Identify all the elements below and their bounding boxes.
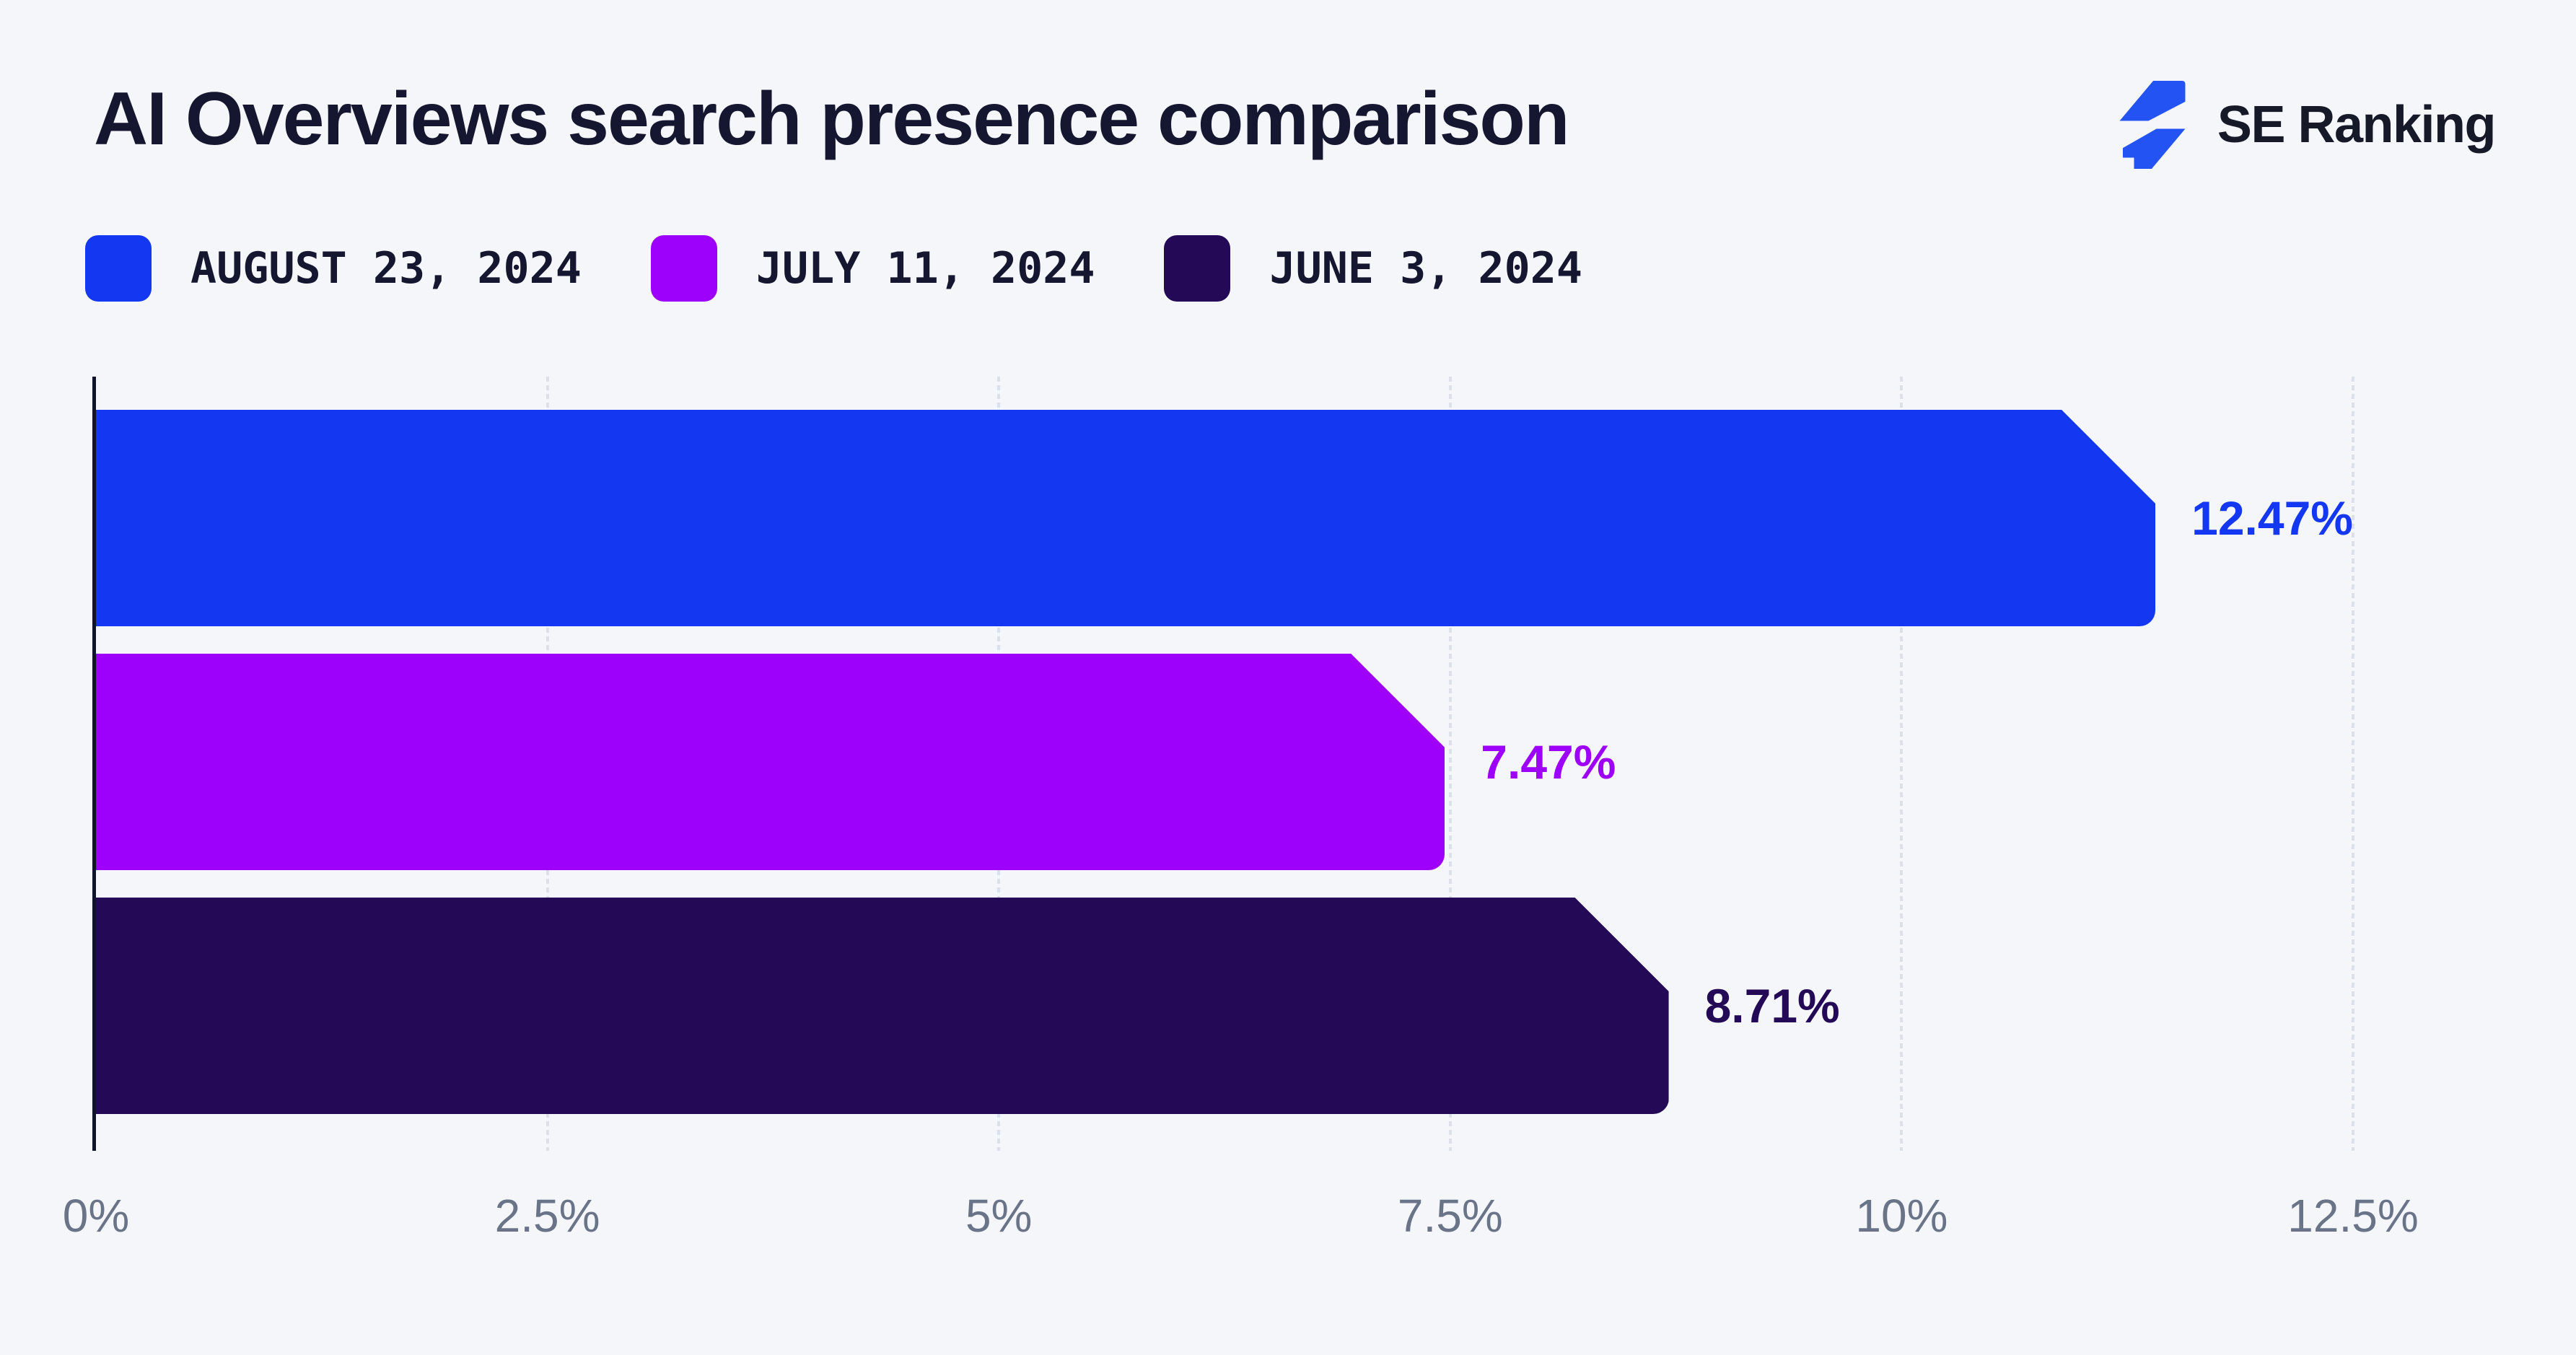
legend-swatch [650, 235, 717, 302]
logo-text: SE Ranking [2217, 96, 2497, 154]
bar-value-label: 7.47% [1481, 735, 1616, 789]
legend-swatch [1164, 235, 1231, 302]
legend-label: AUGUST 23, 2024 [190, 243, 582, 294]
x-tick-label: 10% [1855, 1190, 1948, 1242]
bar-june-3-2024 [96, 898, 1669, 1114]
bar-row: 7.47% [96, 654, 2353, 870]
bar-august-23-2024 [96, 410, 2155, 626]
x-tick-label: 2.5% [494, 1190, 600, 1242]
bar-value-label: 8.71% [1704, 979, 1840, 1032]
legend-item: JUNE 3, 2024 [1164, 235, 1582, 302]
x-axis-labels: 0% 2.5% 5% 7.5% 10% 12.5% [63, 1189, 2419, 1254]
bars: 12.47% 7.47% 8.71% [96, 377, 2353, 1147]
x-tick-label: 7.5% [1397, 1190, 1503, 1242]
gridline [1448, 377, 1452, 1151]
legend-label: JULY 11, 2024 [755, 243, 1095, 294]
se-ranking-logo: SE Ranking [2115, 81, 2497, 169]
x-tick-label: 5% [965, 1190, 1033, 1242]
legend-swatch [85, 235, 152, 302]
plot-area: 12.47% 7.47% 8.71% 0% 2.5% 5% 7.5% 10% 12.5% [63, 377, 2419, 1242]
bar-july-11-2024 [96, 654, 1445, 870]
y-axis-line [92, 377, 96, 1151]
legend-item: JULY 11, 2024 [650, 235, 1095, 302]
gridline [1900, 377, 1903, 1151]
legend-item: AUGUST 23, 2024 [85, 235, 582, 302]
bar-row: 12.47% [96, 410, 2353, 626]
chart-title: AI Overviews search presence comparison [94, 77, 1569, 161]
legend-label: JUNE 3, 2024 [1269, 243, 1582, 294]
legend: AUGUST 23, 2024 JULY 11, 2024 JUNE 3, 2024 [85, 235, 1582, 302]
bar-value-label: 12.47% [2191, 491, 2353, 545]
x-tick-label: 0% [62, 1190, 130, 1242]
se-ranking-flash-icon [2115, 81, 2190, 169]
bar-row: 8.71% [96, 898, 2353, 1114]
x-tick-label: 12.5% [2287, 1190, 2419, 1242]
gridline [2352, 377, 2354, 1151]
